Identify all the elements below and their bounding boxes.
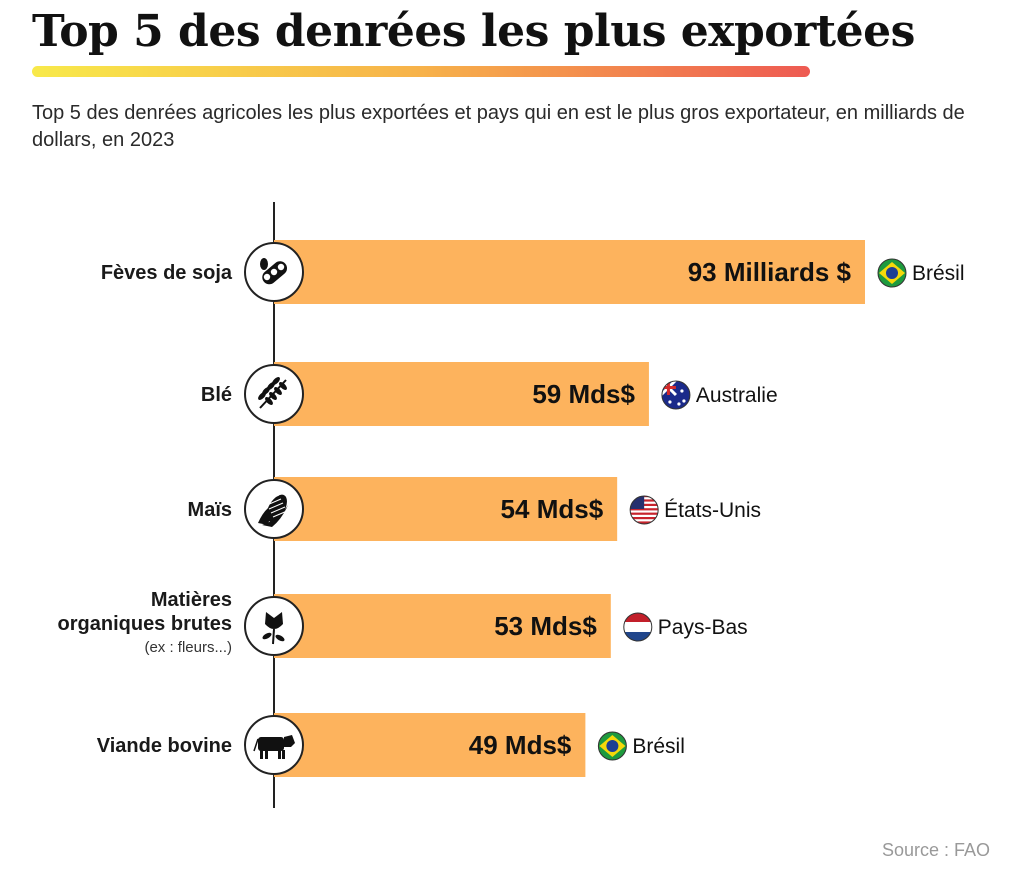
bar-value-label: 93 Milliards $ <box>688 257 852 287</box>
category-label: Fèves de soja <box>101 262 233 284</box>
category-label: Blé <box>201 384 232 406</box>
source-note: Source : FAO <box>881 840 990 860</box>
country-label: États-Unis <box>664 499 761 522</box>
corn-icon <box>244 479 304 539</box>
category-label: Viande bovine <box>97 735 232 757</box>
category-note: (ex : fleurs...) <box>144 639 232 656</box>
page-title: Top 5 des denrées les plus exportées <box>32 6 915 57</box>
country-label: Australie <box>696 384 778 407</box>
bar-value-label: 54 Mds$ <box>501 494 604 524</box>
country-label: Pays-Bas <box>658 616 748 639</box>
flag-brazil-icon <box>597 731 627 761</box>
flower-icon <box>244 596 304 656</box>
bar-3 <box>274 477 618 541</box>
country-label: Brésil <box>632 735 685 758</box>
flag-netherlands-icon <box>623 612 653 642</box>
bar-4 <box>274 594 611 658</box>
category-label: organiques brutes <box>58 613 232 635</box>
bar-5 <box>274 713 586 777</box>
flag-australia-icon <box>661 380 691 410</box>
title-gradient-bar <box>32 66 810 77</box>
category-label: Maïs <box>188 499 232 521</box>
country-label: Brésil <box>912 262 965 285</box>
bar-2 <box>274 362 649 426</box>
wheat-icon <box>244 364 304 424</box>
flag-brazil-icon <box>877 258 907 288</box>
category-label: Matières <box>151 589 232 611</box>
bar-value-label: 59 Mds$ <box>532 379 635 409</box>
soybean-icon <box>244 242 304 302</box>
cow-icon <box>244 715 304 775</box>
bar-value-label: 49 Mds$ <box>469 730 572 760</box>
bar-value-label: 53 Mds$ <box>494 611 597 641</box>
flag-usa-icon <box>629 495 659 525</box>
page-subtitle: Top 5 des denrées agricoles les plus exp… <box>32 102 965 151</box>
bar-1 <box>274 240 865 304</box>
